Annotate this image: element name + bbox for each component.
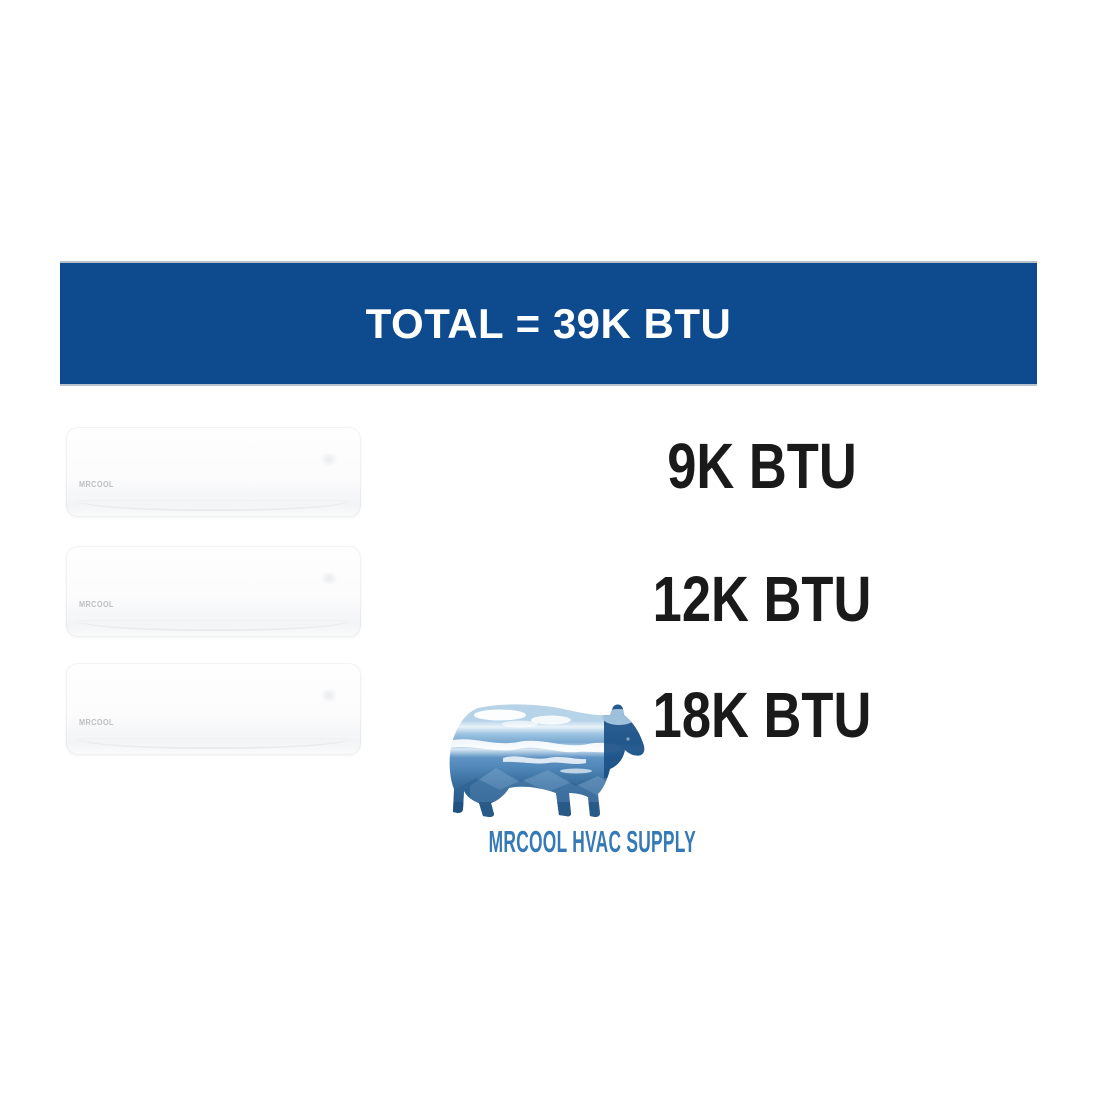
polar-bear-logo-icon [449,704,645,818]
unit-display-icon [321,453,337,466]
unit-display-icon [321,689,337,702]
mini-split-unit-9k: MRCOOL [66,427,361,517]
unit-brand-label: MRCOOL [79,600,114,609]
unit-vent-flap [76,738,351,749]
unit-vent-flap [76,500,351,511]
capacity-label-9k: 9K BTU [667,430,857,502]
unit-vent-flap [76,620,351,631]
mini-split-unit-12k: MRCOOL [66,546,361,637]
unit-display-icon [321,572,337,585]
unit-panel-seam [78,738,349,739]
capacity-label-12k: 12K BTU [652,563,872,635]
mini-split-unit-18k: MRCOOL [66,663,361,755]
unit-panel-seam [78,500,349,501]
capacity-label-18k: 18K BTU [652,679,872,751]
unit-panel-seam [78,620,349,621]
unit-brand-label: MRCOOL [79,480,114,489]
total-btu-text: TOTAL = 39K BTU [365,299,732,347]
total-btu-banner: TOTAL = 39K BTU [60,261,1037,386]
logo-wordmark: MRCOOL HVAC SUPPLY [488,824,696,859]
unit-brand-label: MRCOOL [79,718,114,727]
